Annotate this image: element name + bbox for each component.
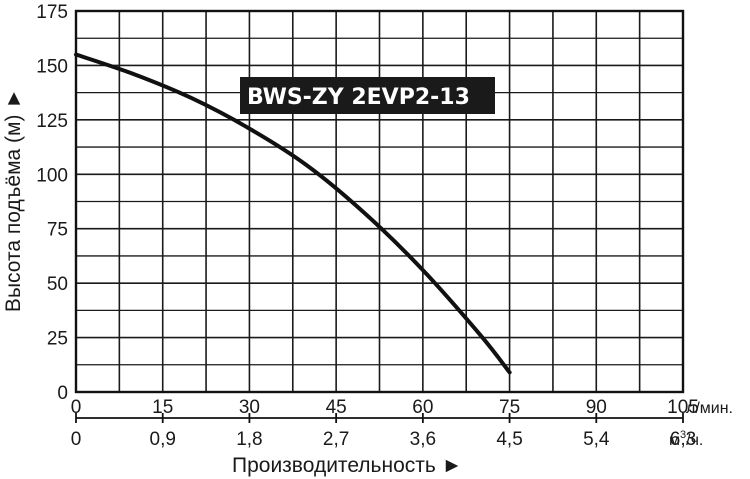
x-tick-label-secondary: 4,5 bbox=[496, 429, 522, 450]
y-tick-label: 175 bbox=[36, 2, 68, 23]
x-tick-label-secondary: 6,3 bbox=[670, 429, 696, 450]
x-axis-primary-ticks: 0 15 30 45 60 75 90 105 bbox=[71, 397, 699, 418]
unit-base: м bbox=[669, 432, 680, 449]
y-tick-label: 25 bbox=[47, 329, 68, 350]
y-tick-label: 50 bbox=[47, 274, 68, 295]
y-tick-label: 0 bbox=[57, 383, 68, 404]
series-line-bws-zy bbox=[74, 52, 512, 375]
x-tick-label-secondary: 3,6 bbox=[410, 429, 436, 450]
y-tick-label: 125 bbox=[36, 111, 68, 132]
x-tick-label-primary: 0 bbox=[71, 397, 82, 418]
series-label-text: BWS-ZY 2EVP2-13 bbox=[247, 85, 470, 110]
x-tick-label-primary: 15 bbox=[152, 397, 173, 418]
x-tick-label-primary: 45 bbox=[326, 397, 347, 418]
series-label: BWS-ZY 2EVP2-13 bbox=[240, 77, 495, 114]
x-tick-label-secondary: 0,9 bbox=[150, 429, 176, 450]
x-tick-label-primary: 75 bbox=[499, 397, 520, 418]
x-axis-secondary-unit: м3/ч. bbox=[669, 429, 703, 449]
x-axis-title: Производительность ► bbox=[232, 454, 462, 477]
x-tick-label-primary: 30 bbox=[239, 397, 260, 418]
x-tick-label-primary: 90 bbox=[586, 397, 607, 418]
y-tick-label: 150 bbox=[36, 56, 68, 77]
x-axis-secondary-ticks: 0 0,9 1,8 2,7 3,6 4,5 5,4 6,3 bbox=[71, 413, 696, 450]
x-axis-primary-unit: л/мин. bbox=[686, 400, 733, 417]
x-tick-label-secondary: 5,4 bbox=[583, 429, 610, 450]
x-tick-label-secondary: 1,8 bbox=[236, 429, 262, 450]
y-tick-label: 75 bbox=[47, 220, 68, 241]
series-label-background bbox=[240, 77, 495, 114]
y-tick-label: 100 bbox=[36, 165, 68, 186]
y-axis-title: Высота подъёма (м) ► bbox=[2, 88, 25, 312]
unit-suffix: /ч. bbox=[686, 432, 703, 449]
unit-sup: 3 bbox=[680, 429, 686, 441]
y-axis-ticks: 0 25 50 75 100 125 150 175 bbox=[36, 2, 68, 404]
x-tick-label-primary: 105 bbox=[667, 397, 699, 418]
plot-frame bbox=[74, 9, 685, 394]
x-tick-label-secondary: 0 bbox=[71, 429, 82, 450]
x-tick-label-primary: 60 bbox=[412, 397, 433, 418]
x-tick-label-secondary: 2,7 bbox=[323, 429, 349, 450]
chart-grid bbox=[74, 9, 685, 394]
